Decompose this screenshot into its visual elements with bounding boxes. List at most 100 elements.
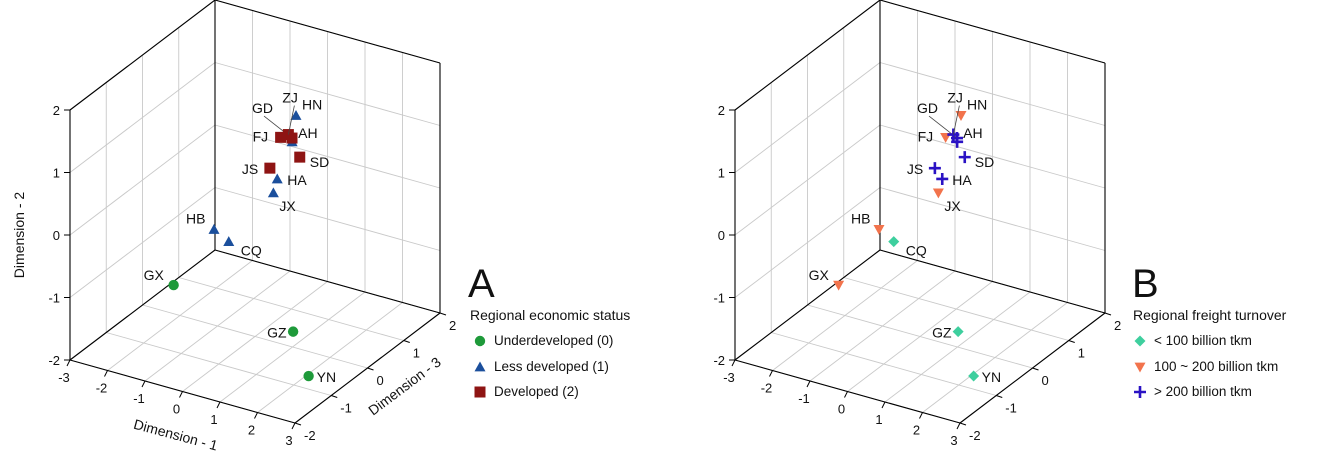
grid-line bbox=[106, 332, 332, 396]
point-label-zj: ZJ bbox=[947, 90, 963, 106]
grid-line bbox=[879, 62, 1106, 126]
y-tick-label: -1 bbox=[48, 291, 60, 306]
z-tick bbox=[1068, 340, 1075, 343]
point-label-gz: GZ bbox=[267, 325, 287, 341]
x-tick-label: 1 bbox=[210, 412, 217, 427]
y-tick-label: 1 bbox=[718, 166, 725, 181]
x-tick-label: -1 bbox=[798, 391, 810, 406]
label-leader bbox=[952, 105, 960, 135]
z-tick bbox=[1104, 312, 1112, 316]
z-tick bbox=[294, 422, 302, 426]
grid-line bbox=[178, 277, 404, 341]
point-label-sd: SD bbox=[310, 154, 329, 170]
point-label-yn: YN bbox=[982, 369, 1001, 385]
point-label-gd: GD bbox=[917, 100, 938, 116]
point-ah bbox=[951, 135, 964, 148]
z-tick-label: -2 bbox=[304, 428, 316, 443]
axis-edge bbox=[69, 249, 216, 361]
panel-letter: B bbox=[1132, 262, 1159, 306]
grid-line bbox=[879, 124, 1106, 189]
y-tick-label: 0 bbox=[53, 228, 60, 243]
point-label-ha: HA bbox=[287, 172, 307, 188]
point-hn bbox=[955, 111, 967, 121]
legend-label-100-200-billion-tkm: 100 ~ 200 billion tkm bbox=[1154, 359, 1278, 374]
point-label-ah: AH bbox=[963, 125, 982, 141]
x-tick bbox=[66, 359, 71, 367]
x-tick bbox=[769, 370, 773, 377]
z-tick-label: 2 bbox=[1114, 318, 1121, 333]
y-tick-label: -2 bbox=[48, 353, 60, 368]
grid-line bbox=[807, 304, 1033, 369]
point-cq bbox=[223, 236, 235, 247]
x-tick-label: -2 bbox=[761, 381, 773, 396]
x-tick-label: 2 bbox=[248, 423, 255, 438]
point-label-fj: FJ bbox=[253, 128, 269, 144]
x-tick bbox=[881, 401, 886, 409]
point-label-yn: YN bbox=[317, 369, 336, 385]
point-label-gz: GZ bbox=[932, 325, 952, 341]
panel-letter: A bbox=[468, 262, 495, 306]
point-label-gd: GD bbox=[252, 100, 273, 116]
grid-line bbox=[843, 277, 1069, 341]
legend-label-100-billion-tkm: < 100 billion tkm bbox=[1154, 333, 1252, 348]
z-tick bbox=[403, 340, 410, 343]
z-tick-label: 0 bbox=[1042, 373, 1049, 388]
x-tick-label: 2 bbox=[913, 423, 920, 438]
x-tick bbox=[216, 401, 221, 409]
point-gz bbox=[287, 326, 299, 337]
point-label-sd: SD bbox=[975, 154, 994, 170]
point-sd bbox=[958, 151, 971, 164]
panel-b: -3 -2 -1 0 1 2 3 -2 -1 0 1 2 -2 -1 0 1 2 CQ GZ YN GX HB HN FJ JX… bbox=[713, 0, 1287, 448]
point-fj bbox=[275, 131, 287, 143]
point-jx bbox=[267, 187, 279, 198]
z-tick-label: -1 bbox=[1005, 401, 1017, 416]
z-tick bbox=[959, 422, 967, 426]
panel-a: -3 -2 -1 0 1 2 3 -2 -1 0 1 2 -2 -1 0 1 2 Dimension - 1 Dim… bbox=[11, 0, 630, 453]
x-tick-label: 3 bbox=[950, 433, 957, 448]
z-tick bbox=[331, 395, 338, 398]
x-tick bbox=[731, 359, 736, 367]
z-tick bbox=[1032, 367, 1039, 371]
y-tick-label: 1 bbox=[53, 166, 60, 181]
point-label-js: JS bbox=[242, 161, 258, 177]
point-label-cq: CQ bbox=[906, 243, 927, 259]
x-tick-label: 0 bbox=[838, 402, 845, 417]
legend-marker-100-billion-tkm bbox=[1134, 335, 1146, 347]
legend-title: Regional freight turnover bbox=[1133, 307, 1287, 323]
legend-marker-100-200-billion-tkm bbox=[1134, 362, 1146, 373]
axis-edge bbox=[879, 0, 1106, 64]
z-tick bbox=[439, 312, 447, 316]
point-label-hn: HN bbox=[967, 96, 987, 112]
x-tick bbox=[806, 380, 811, 388]
point-label-zj: ZJ bbox=[282, 90, 298, 106]
axis-edge bbox=[879, 249, 1106, 314]
point-sd bbox=[294, 151, 306, 163]
point-label-hn: HN bbox=[302, 96, 322, 112]
x-tick bbox=[254, 412, 258, 419]
point-yn bbox=[968, 370, 980, 382]
y-axis-title: Dimension - 2 bbox=[11, 192, 27, 279]
point-hb bbox=[873, 225, 885, 235]
x-tick-label: -3 bbox=[58, 370, 70, 385]
point-label-gx: GX bbox=[809, 267, 830, 283]
legend-marker-less-developed-1 bbox=[474, 361, 486, 372]
x-tick bbox=[291, 422, 296, 430]
grid-line bbox=[214, 62, 441, 126]
axis-edge bbox=[214, 0, 441, 64]
x-axis-title: Dimension - 1 bbox=[132, 416, 220, 453]
point-gz bbox=[952, 326, 964, 338]
z-tick-label: -1 bbox=[340, 401, 352, 416]
z-tick bbox=[996, 395, 1003, 398]
x-tick bbox=[956, 422, 961, 430]
legend-marker-underdeveloped-0 bbox=[474, 335, 486, 347]
y-tick-label: -2 bbox=[713, 353, 725, 368]
point-ha bbox=[271, 173, 283, 184]
z-tick-label: 1 bbox=[1078, 346, 1085, 361]
z-tick-label: -2 bbox=[969, 428, 981, 443]
axis-edge bbox=[69, 0, 216, 111]
legend-label-200-billion-tkm: > 200 billion tkm bbox=[1154, 384, 1252, 399]
point-label-hb: HB bbox=[186, 210, 205, 226]
legend-marker-developed-2 bbox=[474, 386, 486, 398]
z-tick-label: 2 bbox=[449, 318, 456, 333]
